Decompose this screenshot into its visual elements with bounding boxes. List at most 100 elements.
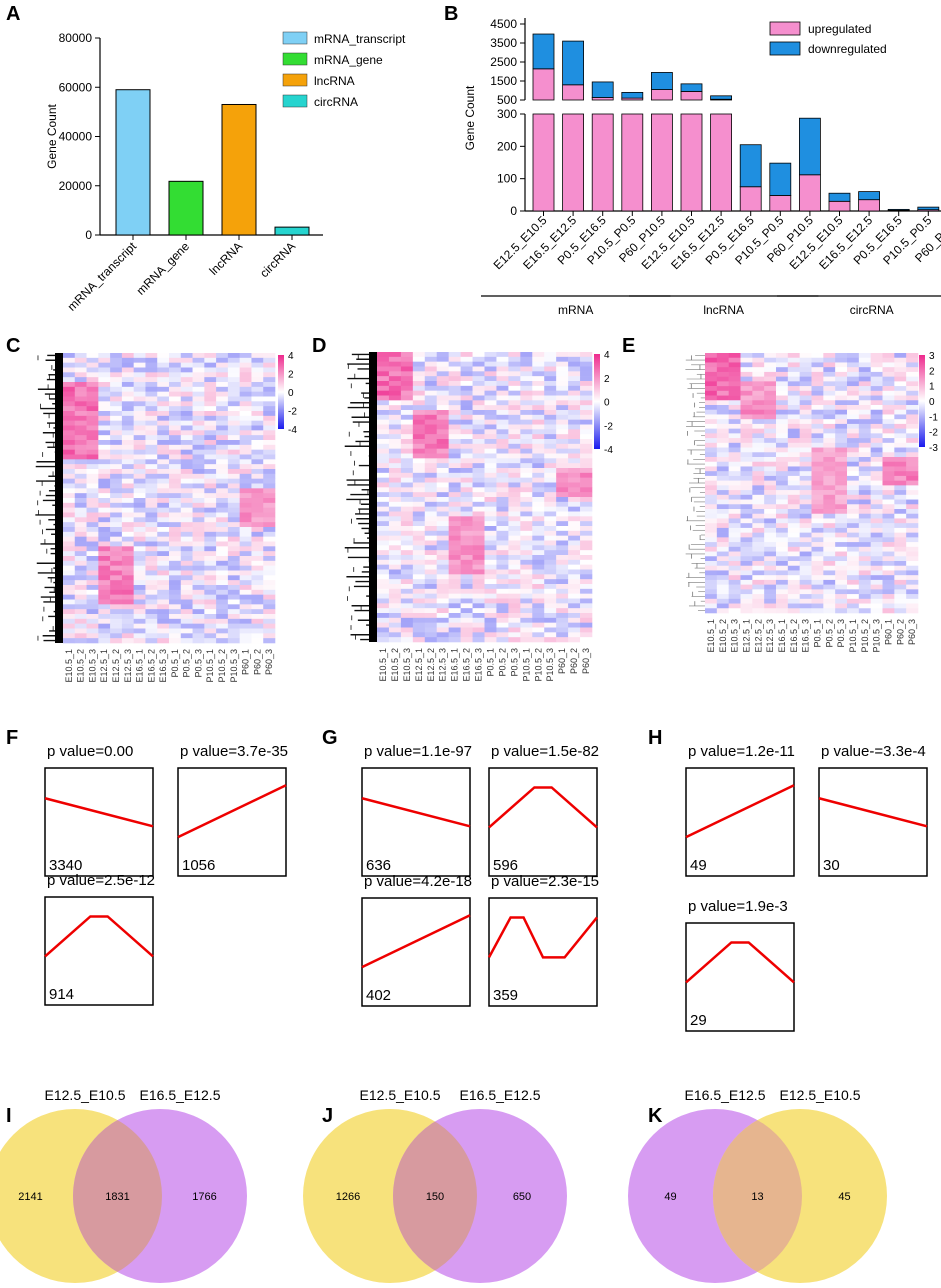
- heatmap-cell: [448, 511, 461, 517]
- heatmap-cell: [823, 442, 836, 448]
- heatmap-cell: [180, 411, 193, 417]
- heatmap-cell: [740, 438, 753, 444]
- heatmap-cell: [424, 390, 438, 396]
- heatmap-cell: [133, 580, 146, 586]
- heatmap-cell: [496, 472, 509, 478]
- heatmap-cell: [436, 405, 449, 411]
- heatmap-cell: [728, 405, 741, 411]
- heatmap-cell: [705, 457, 718, 463]
- heatmap-cell: [424, 511, 438, 517]
- heatmap-cell: [740, 353, 753, 359]
- heatmap-cell: [448, 443, 461, 449]
- heatmap-cell: [400, 400, 414, 406]
- heatmap-cell: [145, 502, 158, 508]
- heatmap-cell: [870, 509, 883, 515]
- heatmap-cell: [145, 473, 158, 479]
- heatmap-cell: [484, 598, 497, 604]
- heatmap-cell: [192, 599, 205, 605]
- sample-label: E16.5_1: [777, 619, 787, 653]
- heatmap-cell: [580, 521, 593, 527]
- heatmap-cell: [251, 580, 264, 586]
- heatmap-cell: [716, 485, 729, 491]
- heatmap-cell: [568, 356, 581, 362]
- heatmap-cell: [74, 512, 87, 518]
- heatmap-cell: [110, 483, 123, 489]
- heatmap-cell: [858, 452, 871, 458]
- heatmap-cell: [412, 540, 426, 546]
- heatmap-cell: [776, 556, 789, 562]
- heatmap-cell: [716, 447, 729, 453]
- heatmap-cell: [388, 419, 402, 425]
- heatmap-cell: [412, 405, 426, 411]
- heatmap-cell: [98, 614, 111, 620]
- heatmap-cell: [728, 362, 741, 368]
- bar-b-down-7: [739, 144, 762, 188]
- heatmap-cell: [377, 434, 390, 440]
- heatmap-cell: [86, 478, 99, 484]
- heatmap-cell: [823, 447, 836, 453]
- heatmap-cell: [544, 574, 557, 580]
- heatmap-cell: [858, 608, 871, 614]
- bar-b-down-1: [562, 40, 584, 86]
- trend-count: 1056: [182, 857, 215, 874]
- heatmap-cell: [63, 551, 76, 557]
- heatmap-cell: [520, 574, 533, 580]
- heatmap-cell: [532, 613, 545, 619]
- heatmap-cell: [145, 507, 158, 513]
- heatmap-cell: [472, 410, 485, 416]
- heatmap-cell: [544, 429, 557, 435]
- heatmap-cell: [764, 594, 777, 600]
- heatmap-cell: [86, 459, 99, 465]
- heatmap-cell: [894, 362, 907, 368]
- heatmap-cell: [192, 483, 205, 489]
- heatmap-cell: [436, 593, 449, 599]
- heatmap-cell: [882, 532, 895, 538]
- heatmap-cell: [204, 386, 217, 392]
- heatmap-cell: [882, 433, 895, 439]
- heatmap-cell: [520, 521, 533, 527]
- heatmap-cell: [169, 454, 182, 460]
- heatmap-cell: [472, 497, 485, 503]
- heatmap-cell: [508, 443, 521, 449]
- heatmap-cell: [776, 395, 789, 401]
- heatmap-cell: [169, 575, 182, 581]
- heatmap-cell: [716, 357, 729, 363]
- heatmap-cell: [882, 523, 895, 529]
- heatmap-cell: [121, 357, 134, 363]
- heatmap-cell: [520, 395, 533, 401]
- heatmap-cell: [752, 357, 765, 363]
- heatmap-cell: [705, 414, 718, 420]
- heatmap-cell: [412, 588, 426, 594]
- heatmap-cell: [544, 545, 557, 551]
- heatmap-cell: [180, 585, 193, 591]
- heatmap-cell: [705, 386, 718, 392]
- heatmap-cell: [169, 527, 182, 533]
- heatmap-cell: [508, 535, 521, 541]
- heatmap-cell: [121, 502, 134, 508]
- heatmap-cell: [460, 511, 473, 517]
- heatmap-cell: [472, 405, 485, 411]
- heatmap-cell: [811, 485, 824, 491]
- heatmap-cell: [133, 536, 146, 542]
- heatmap-cell: [388, 453, 402, 459]
- heatmap-cell: [496, 584, 509, 590]
- heatmap-cell: [764, 381, 777, 387]
- heatmap-cell: [835, 551, 848, 557]
- heatmap-cell: [239, 493, 252, 499]
- heatmap-cell: [377, 598, 390, 604]
- heatmap-cell: [811, 419, 824, 425]
- heatmap-cell: [180, 589, 193, 595]
- heatmap-cell: [787, 480, 800, 486]
- heatmap-cell: [204, 556, 217, 562]
- heatmap-cell: [86, 585, 99, 591]
- heatmap-cell: [133, 575, 146, 581]
- heatmap-cell: [776, 509, 789, 515]
- heatmap-cell: [544, 559, 557, 565]
- heatmap-cell: [121, 628, 134, 634]
- heatmap-cell: [764, 490, 777, 496]
- heatmap-cell: [239, 594, 252, 600]
- heatmap-cell: [705, 603, 718, 609]
- heatmap-cell: [412, 622, 426, 628]
- heatmap-cell: [263, 464, 276, 470]
- heatmap-cell: [568, 472, 581, 478]
